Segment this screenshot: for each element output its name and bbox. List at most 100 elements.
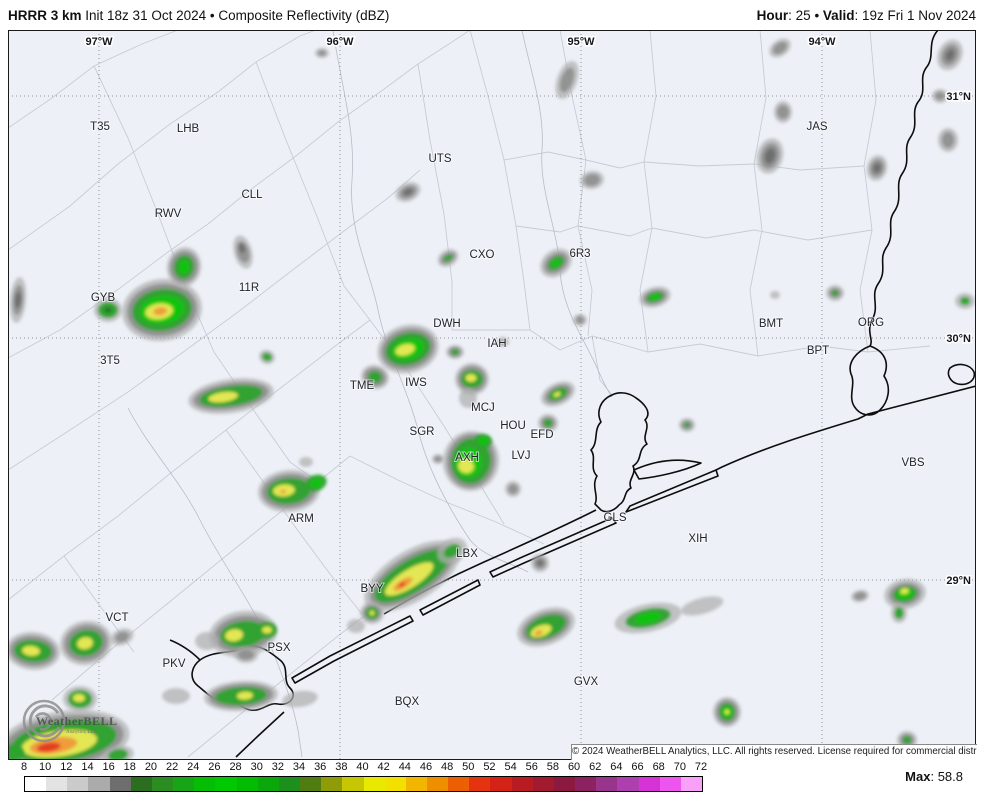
radar-blob	[540, 248, 572, 278]
colorbar-tick: 68	[652, 761, 665, 773]
colorbar	[24, 776, 703, 792]
radar-blob	[932, 89, 948, 103]
reflectivity-yellow	[237, 691, 253, 700]
radar-blob	[360, 602, 384, 624]
reflectivity-yellow	[900, 587, 909, 595]
reflectivity-yellow	[225, 629, 244, 642]
reflectivity-red	[36, 742, 61, 752]
station-label: UTS	[429, 153, 452, 165]
radar-blob	[774, 101, 792, 123]
colorbar-tick: 8	[20, 761, 28, 773]
river-line	[127, 407, 303, 758]
copyright-notice: © 2024 WeatherBELL Analytics, LLC. All r…	[571, 744, 977, 760]
radar-blob	[756, 138, 784, 174]
reflectivity-gray	[942, 132, 954, 148]
county-line	[8, 169, 421, 471]
station-label: ARM	[288, 513, 314, 525]
station-label: IAH	[487, 338, 506, 350]
reflectivity-dgreen	[104, 307, 112, 313]
radar-blob	[395, 182, 421, 202]
reflectivity-orange	[280, 489, 287, 494]
station-label: PKV	[162, 658, 185, 670]
radar-blob	[770, 291, 780, 299]
colorbar-tick: 62	[589, 761, 602, 773]
radar-blob	[195, 632, 219, 650]
reflectivity-yellow	[553, 391, 561, 398]
radar-blob	[614, 602, 682, 634]
logo-swirl-icon	[22, 699, 66, 743]
radar-blob	[866, 155, 888, 181]
reflectivity-halo	[770, 291, 780, 299]
station-label: SGR	[410, 426, 435, 438]
radar-blob	[437, 249, 459, 267]
colorbar-tick: 20	[144, 761, 158, 773]
colorbar-segment	[532, 777, 554, 791]
radar-blob	[639, 286, 671, 308]
colorbar-segment	[575, 777, 597, 791]
reflectivity-yellow	[724, 709, 730, 715]
colorbar-segment	[596, 777, 618, 791]
station-label: GVX	[574, 676, 599, 688]
station-label: VBS	[901, 457, 924, 469]
reflectivity-gray	[238, 650, 254, 660]
reflectivity-green	[543, 419, 553, 427]
radar-blob	[459, 388, 477, 408]
reflectivity-dgray	[14, 292, 22, 308]
colorbar-tick: 34	[292, 761, 306, 773]
county-line	[469, 30, 531, 331]
reflectivity-gray	[500, 339, 506, 345]
reflectivity-green	[451, 349, 459, 355]
colorbar-tick: 12	[60, 761, 73, 773]
station-label: CXO	[470, 249, 495, 261]
colorbar-tick: 60	[567, 761, 581, 773]
reflectivity-yellow	[465, 374, 477, 382]
colorbar-tick: 14	[81, 761, 94, 773]
colorbar-segment	[236, 777, 258, 791]
colorbar-segment	[426, 777, 449, 791]
county-line	[225, 429, 363, 615]
reflectivity-green	[684, 422, 690, 428]
radar-blob	[541, 381, 575, 407]
reflectivity-green	[960, 297, 970, 305]
colorbar-segment	[405, 777, 427, 791]
latitude-label: 29°N	[946, 575, 971, 587]
radar-blob	[282, 690, 318, 708]
reflectivity-gray	[777, 105, 789, 119]
colorbar-tick: 38	[335, 761, 348, 773]
colorbar-segment	[659, 777, 681, 791]
radar-blob	[94, 298, 122, 322]
county-line	[349, 455, 545, 545]
reflectivity-dgray	[403, 188, 413, 196]
reflectivity-bgreen	[178, 260, 190, 274]
station-label: LHB	[177, 123, 200, 135]
reflectivity-green	[831, 290, 839, 296]
colorbar-tick: 24	[187, 761, 200, 773]
hour-label: Hour	[756, 7, 789, 23]
county-line	[255, 61, 371, 321]
county-line	[749, 30, 767, 357]
latitude-label: 31°N	[946, 91, 971, 103]
colorbar-tick: 64	[610, 761, 623, 773]
logo-subtext: Analytics, LLC	[66, 730, 98, 735]
colorbar-segment	[278, 777, 301, 791]
reflectivity-gray	[854, 591, 866, 601]
valid-time: Hour: 25 • Valid: 19z Fri 1 Nov 2024	[757, 8, 976, 23]
radar-blob	[377, 324, 439, 374]
station-label: RWV	[155, 208, 182, 220]
county-line	[452, 329, 931, 357]
reflectivity-yellow	[73, 694, 85, 702]
radar-blobs	[8, 38, 975, 760]
radar-blob	[538, 414, 558, 432]
station-label: 3T5	[100, 355, 120, 367]
colorbar-tick: 56	[525, 761, 538, 773]
station-label: BPT	[807, 345, 829, 357]
reflectivity-yellow	[395, 343, 415, 356]
station-label: PSX	[267, 642, 290, 654]
station-label: MCJ	[471, 402, 495, 414]
longitude-label: 97°W	[85, 36, 113, 48]
radar-blob	[851, 589, 869, 603]
station-label: ORG	[858, 317, 884, 329]
colorbar-segment	[173, 777, 195, 791]
radar-blob	[955, 293, 975, 309]
colorbar-segment	[25, 777, 47, 791]
